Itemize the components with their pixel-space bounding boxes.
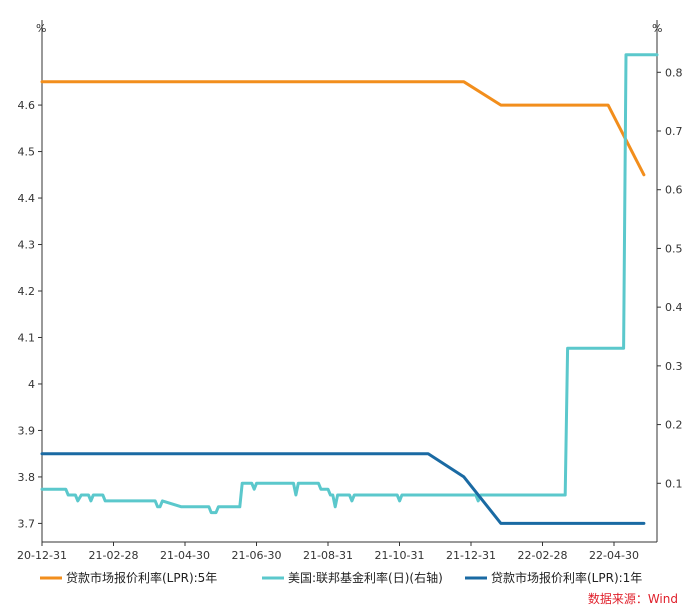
x-tick-label: 22-04-30 bbox=[589, 549, 639, 562]
left-axis-unit: % bbox=[36, 22, 46, 35]
legend: 贷款市场报价利率(LPR):5年 美国:联邦基金利率(日)(右轴) 贷款市场报价利率… bbox=[40, 570, 642, 585]
x-tick-label: 20-12-31 bbox=[17, 549, 67, 562]
left-tick-label: 3.7 bbox=[18, 517, 36, 530]
legend-label-2: 美国:联邦基金利率(日)(右轴) bbox=[288, 570, 443, 585]
left-tick-label: 3.9 bbox=[18, 424, 36, 437]
right-tick-label: 0.6 bbox=[665, 184, 683, 197]
axes: 4.6 4.5 4.4 4.3 4.2 4.1 4 3.9 3.8 3.7 0.8 0.7 0.6 0.5… bbox=[17, 20, 683, 562]
legend-label-1: 贷款市场报价利率(LPR):5年 bbox=[66, 570, 217, 585]
left-tick-label: 4 bbox=[28, 378, 35, 391]
left-tick-label: 4.3 bbox=[18, 239, 36, 252]
left-tick-label: 4.2 bbox=[18, 285, 36, 298]
series-line-2 bbox=[40, 53, 659, 515]
x-tick-label: 21-10-31 bbox=[375, 549, 425, 562]
right-tick-label: 0.1 bbox=[665, 477, 683, 490]
left-tick-label: 4.1 bbox=[18, 331, 36, 344]
x-tick-label: 21-02-28 bbox=[89, 549, 139, 562]
left-tick-label: 4.5 bbox=[18, 146, 36, 159]
series-line-1 bbox=[40, 80, 646, 177]
x-tick-label: 21-04-30 bbox=[160, 549, 210, 562]
left-tick-label: 4.6 bbox=[18, 99, 36, 112]
x-tick-label: 21-12-31 bbox=[446, 549, 496, 562]
right-tick-label: 0.3 bbox=[665, 360, 683, 373]
right-tick-label: 0.5 bbox=[665, 242, 683, 255]
right-tick-label: 0.4 bbox=[665, 301, 683, 314]
x-tick-label: 21-08-31 bbox=[303, 549, 353, 562]
legend-label-3: 贷款市场报价利率(LPR):1年 bbox=[491, 570, 642, 585]
right-tick-label: 0.7 bbox=[665, 125, 683, 138]
source-note: 数据来源：Wind bbox=[588, 591, 678, 606]
left-tick-label: 4.4 bbox=[18, 192, 36, 205]
x-tick-label: 22-02-28 bbox=[518, 549, 568, 562]
right-tick-label: 0.8 bbox=[665, 66, 683, 79]
x-tick-label: 21-06-30 bbox=[232, 549, 282, 562]
series-lines bbox=[40, 53, 659, 525]
left-tick-label: 3.8 bbox=[18, 471, 36, 484]
series-line-3 bbox=[40, 452, 646, 525]
right-tick-label: 0.2 bbox=[665, 419, 683, 432]
